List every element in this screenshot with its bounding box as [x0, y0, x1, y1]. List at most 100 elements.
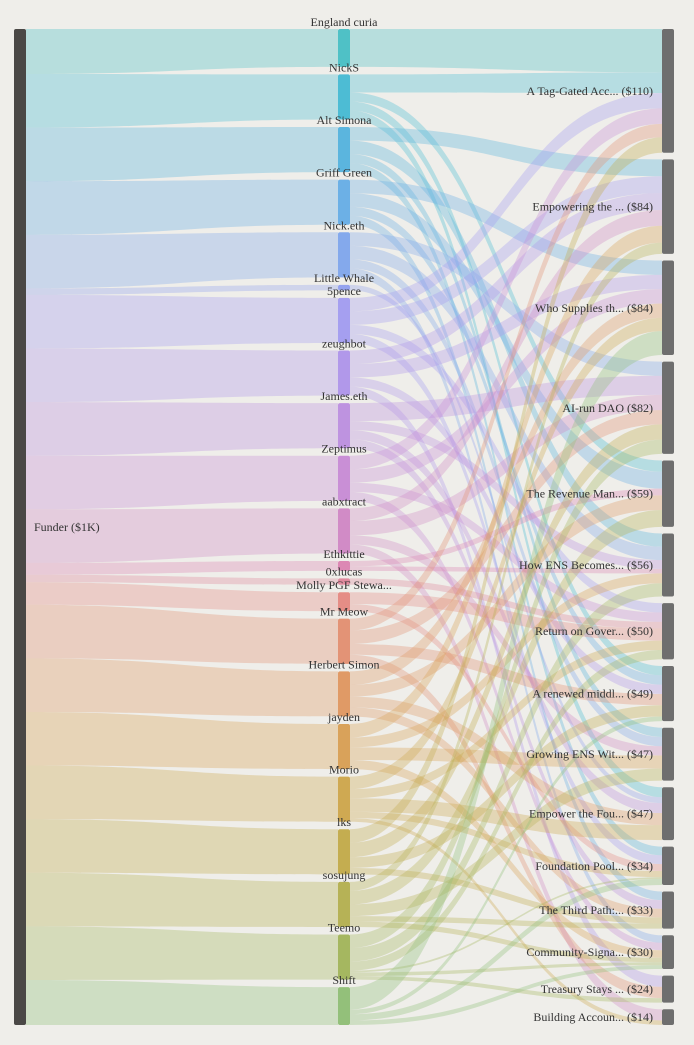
delegate-label-alt-simona: Alt Simona — [316, 113, 372, 127]
flow-lks-to-a-renewed-middl — [350, 705, 662, 869]
flow-aabxtract-to-ai-run-dao — [350, 394, 662, 536]
flow-nick-eth-to-growing-ens-wit — [350, 259, 662, 747]
delegate-node-england-curia — [338, 29, 350, 67]
flow-mr-meow-to-treasury-stays — [350, 654, 662, 999]
proposal-label-a-renewed-middl: A renewed middl... ($49) — [532, 687, 653, 701]
flow-james-eth-to-how-ens-becomes — [350, 421, 662, 569]
delegate-node-nicks — [338, 74, 350, 120]
delegate-label-herbert-simon: Herbert Simon — [309, 657, 380, 671]
proposal-label-building-accoun: Building Accoun... ($14) — [533, 1010, 653, 1024]
flow-shift-to-community-signa — [350, 965, 662, 1025]
flow-jayden-to-growing-ens-wit — [350, 747, 662, 769]
flow-ethkittie-to-how-ens-becomes — [350, 566, 662, 574]
delegate-label-nick-eth: Nick.eth — [324, 218, 365, 232]
proposal-node-growing-ens-wit — [662, 727, 674, 781]
proposal-node-treasury-stays — [662, 975, 674, 1003]
flow-shift-to-who-supplies-th — [350, 331, 662, 1010]
flow-herbert-simon-to-the-revenue-man — [350, 495, 662, 697]
flow-sosujung-to-the-third-path — [350, 916, 662, 929]
flow-nick-eth-to-ai-run-dao — [350, 232, 662, 376]
flow-nicks-to-a-tag-gated-acc — [350, 72, 662, 93]
flow-nicks-to-a-renewed-middl — [350, 101, 662, 676]
flow-nick-eth-to-how-ens-becomes — [350, 245, 662, 561]
delegate-node-shift — [338, 987, 350, 1025]
proposal-label-growing-ens-wit: Growing ENS Wit... ($47) — [526, 747, 653, 761]
flow-lks-to-a-tag-gated-acc — [350, 137, 662, 843]
delegate-label-morio: Morio — [329, 763, 359, 777]
flow-funder-lks — [26, 819, 338, 875]
delegate-node-lks — [338, 829, 350, 875]
delegate-node-nick-eth — [338, 232, 350, 278]
flow-aabxtract-to-building-accoun — [350, 544, 662, 1021]
proposal-node-return-on-gover — [662, 603, 674, 660]
flow-molly-pgf-stewa-to-foundation-pool — [350, 603, 662, 872]
flow-aabxtract-to-empowering-the — [350, 210, 662, 521]
flow-molly-pgf-stewa-to-return-on-gover — [350, 592, 662, 641]
proposal-label-return-on-gover: Return on Gover... ($50) — [535, 624, 653, 638]
proposal-node-empowering-the — [662, 159, 674, 254]
links-layer — [26, 29, 662, 1025]
flow-alt-simona-to-foundation-pool — [350, 163, 662, 856]
flow-5pence-to-empowering-the — [350, 176, 662, 325]
proposal-label-who-supplies-th: Who Supplies th... ($84) — [535, 301, 653, 315]
proposal-node-community-signa — [662, 935, 674, 970]
flow-aabxtract-to-growing-ens-wit — [350, 535, 662, 756]
proposal-label-the-revenue-man: The Revenue Man... ($59) — [526, 487, 653, 501]
delegate-node-zeptimus — [338, 455, 350, 501]
delegate-node-griff-green — [338, 179, 350, 225]
flow-zeughbot-to-who-supplies-th — [350, 274, 662, 378]
flow-mr-meow-to-ai-run-dao — [350, 410, 662, 644]
delegate-node-morio — [338, 776, 350, 822]
flow-funder-griff-green — [26, 179, 338, 235]
proposal-label-ai-run-dao: AI-run DAO ($82) — [562, 401, 653, 415]
flow-nicks-to-empower-the-fou — [350, 110, 662, 798]
flow-funder-5pence — [26, 294, 338, 349]
flow-mr-meow-to-a-tag-gated-acc — [350, 123, 662, 631]
flow-0xlucas-to-return-on-gover — [350, 578, 662, 629]
flow-funder-zeughbot — [26, 348, 338, 403]
delegate-label-molly-pgf-stewa: Molly PGF Stewa... — [296, 578, 392, 592]
delegate-label-sosujung: sosujung — [323, 868, 366, 882]
proposal-node-the-third-path — [662, 891, 674, 929]
delegate-node-herbert-simon — [338, 671, 350, 717]
proposal-node-a-renewed-middl — [662, 665, 674, 722]
delegate-label-aabxtract: aabxtract — [322, 494, 367, 508]
flow-england-curia-to-a-tag-gated-acc — [350, 29, 662, 73]
delegate-node-ethkittie — [338, 560, 350, 571]
flow-teemo-to-community-signa — [350, 962, 662, 976]
delegate-node-alt-simona — [338, 127, 350, 173]
proposal-label-how-ens-becomes: How ENS Becomes... ($56) — [519, 558, 653, 572]
delegate-node-james-eth — [338, 403, 350, 449]
flow-funder-herbert-simon — [26, 658, 338, 717]
flow-funder-shift — [26, 979, 338, 1025]
flow-morio-to-empower-the-fou — [350, 798, 662, 841]
flow-alt-simona-to-empowering-the — [350, 127, 662, 177]
flow-sosujung-to-empowering-the — [350, 242, 662, 891]
delegate-node-mr-meow — [338, 618, 350, 664]
delegate-node-zeughbot — [338, 350, 350, 396]
flow-funder-aabxtract — [26, 508, 338, 563]
flow-funder-ethkittie — [26, 560, 338, 575]
flow-funder-morio — [26, 765, 338, 822]
flow-funder-nick-eth — [26, 232, 338, 289]
flow-sosujung-to-the-revenue-man — [350, 510, 662, 905]
flow-5pence-to-return-on-gover — [350, 324, 662, 613]
proposal-node-foundation-pool — [662, 846, 674, 885]
flow-herbert-simon-to-the-third-path — [350, 707, 662, 918]
flow-funder-jayden — [26, 711, 338, 770]
flow-lks-to-ai-run-dao — [350, 424, 662, 858]
delegate-label-nicks: NickS — [329, 60, 359, 74]
delegate-node-little-whale — [338, 284, 350, 291]
flow-herbert-simon-to-empower-the-fou — [350, 696, 662, 826]
delegate-label-0xlucas: 0xlucas — [326, 564, 363, 578]
flow-funder-james-eth — [26, 402, 338, 456]
proposal-label-the-third-path: The Third Path:... ($33) — [539, 903, 653, 917]
proposal-node-who-supplies-th — [662, 260, 674, 356]
flow-nicks-to-the-revenue-man — [350, 92, 662, 472]
flow-funder-zeptimus — [26, 455, 338, 510]
delegate-node-5pence — [338, 297, 350, 343]
flow-teemo-to-return-on-gover — [350, 649, 662, 971]
flow-zeughbot-to-a-renewed-middl — [350, 377, 662, 695]
flow-zeptimus-to-community-signa — [350, 491, 662, 951]
